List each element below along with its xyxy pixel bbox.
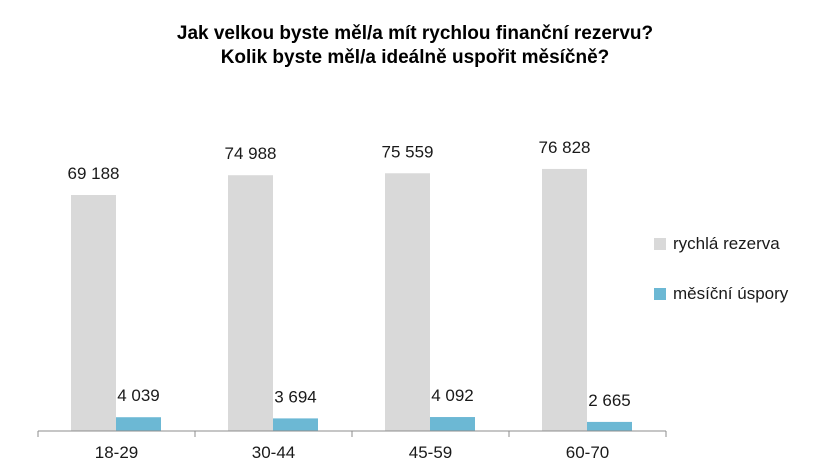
x-tick-label-18-29: 18-29 <box>95 443 138 462</box>
bar-mesicni-uspory-30-44 <box>273 418 318 431</box>
legend-item-rychla-rezerva: rychlá rezerva <box>654 232 788 256</box>
bar-rychla-rezerva-45-59 <box>385 173 430 431</box>
bar-rychla-rezerva-30-44 <box>228 175 273 431</box>
bar-mesicni-uspory-18-29 <box>116 417 161 431</box>
bar-mesicni-uspory-45-59 <box>430 417 475 431</box>
data-label-rychla-rezerva-30-44: 74 988 <box>225 144 277 163</box>
legend-swatch-rychla-rezerva <box>654 238 666 250</box>
bar-mesicni-uspory-60-70 <box>587 421 632 431</box>
bar-rychla-rezerva-60-70 <box>542 168 587 431</box>
data-label-mesicni-uspory-18-29: 4 039 <box>117 386 160 405</box>
chart-title: Jak velkou byste měl/a mít rychlou finan… <box>0 22 830 70</box>
x-tick-label-45-59: 45-59 <box>409 443 452 462</box>
data-label-rychla-rezerva-18-29: 69 188 <box>68 164 120 183</box>
legend-label-mesicni-uspory: měsíční úspory <box>673 284 789 303</box>
legend-label-rychla-rezerva: rychlá rezerva <box>673 234 780 253</box>
bar-rychla-rezerva-18-29 <box>71 195 116 431</box>
chart-title-line-2: Kolik byste měl/a ideálně uspořit měsíčn… <box>220 47 610 68</box>
data-label-rychla-rezerva-45-59: 75 559 <box>382 142 434 161</box>
legend: rychlá rezerva měsíční úspory <box>654 232 788 332</box>
data-label-mesicni-uspory-30-44: 3 694 <box>274 387 317 406</box>
legend-swatch-mesicni-uspory <box>654 288 666 300</box>
chart-title-line-1: Jak velkou byste měl/a mít rychlou finan… <box>176 23 654 44</box>
legend-item-mesicni-uspory: měsíční úspory <box>654 282 788 306</box>
data-label-mesicni-uspory-45-59: 4 092 <box>431 386 474 405</box>
x-tick-label-30-44: 30-44 <box>252 443 295 462</box>
x-tick-label-60-70: 60-70 <box>566 443 609 462</box>
data-label-rychla-rezerva-60-70: 76 828 <box>539 138 591 157</box>
data-label-mesicni-uspory-60-70: 2 665 <box>588 391 631 410</box>
